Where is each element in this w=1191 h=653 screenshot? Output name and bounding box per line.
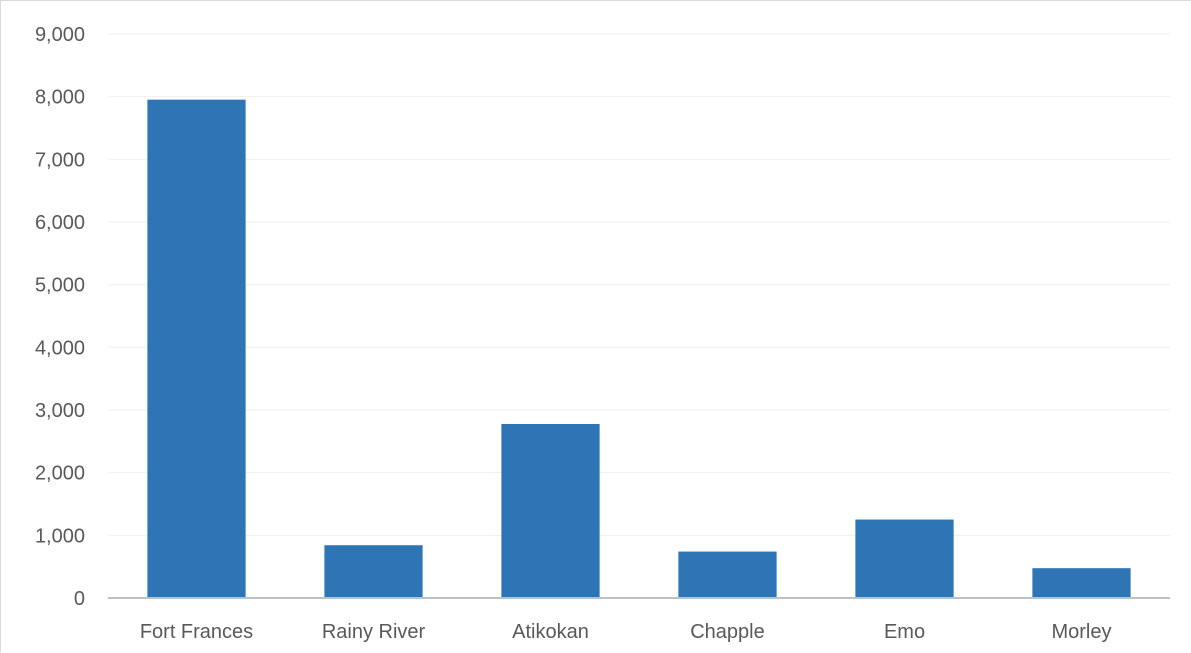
bar-atikokan bbox=[501, 423, 600, 598]
x-category-label: Fort Frances bbox=[140, 621, 253, 643]
y-tick-label: 3,000 bbox=[35, 400, 85, 422]
y-tick-label: 1,000 bbox=[35, 525, 85, 547]
x-axis-category-labels: Fort Frances Rainy River Atikokan Chapple Em… bbox=[140, 621, 1112, 643]
y-tick-label: 7,000 bbox=[35, 149, 85, 171]
x-category-label: Rainy River bbox=[322, 621, 426, 643]
bar-emo bbox=[855, 519, 954, 598]
y-tick-label: 2,000 bbox=[35, 463, 85, 485]
y-tick-label: 9,000 bbox=[35, 24, 85, 46]
bars bbox=[147, 99, 1131, 598]
y-tick-label: 5,000 bbox=[35, 275, 85, 297]
x-category-label: Emo bbox=[884, 621, 925, 643]
y-axis-tick-labels: 0 1,000 2,000 3,000 4,000 5,000 6,000 7,000 8,00… bbox=[35, 24, 85, 610]
gridlines bbox=[108, 33, 1170, 536]
y-tick-label: 0 bbox=[74, 588, 85, 610]
bar-fort-frances bbox=[147, 99, 246, 598]
y-tick-label: 6,000 bbox=[35, 212, 85, 234]
x-category-label: Morley bbox=[1051, 621, 1111, 643]
y-tick-label: 4,000 bbox=[35, 337, 85, 359]
x-category-label: Atikokan bbox=[512, 621, 589, 643]
x-category-label: Chapple bbox=[690, 621, 765, 643]
y-tick-label: 8,000 bbox=[35, 87, 85, 109]
bar-rainy-river bbox=[324, 545, 423, 598]
bar-morley bbox=[1032, 568, 1131, 598]
bar-chapple bbox=[678, 551, 777, 598]
